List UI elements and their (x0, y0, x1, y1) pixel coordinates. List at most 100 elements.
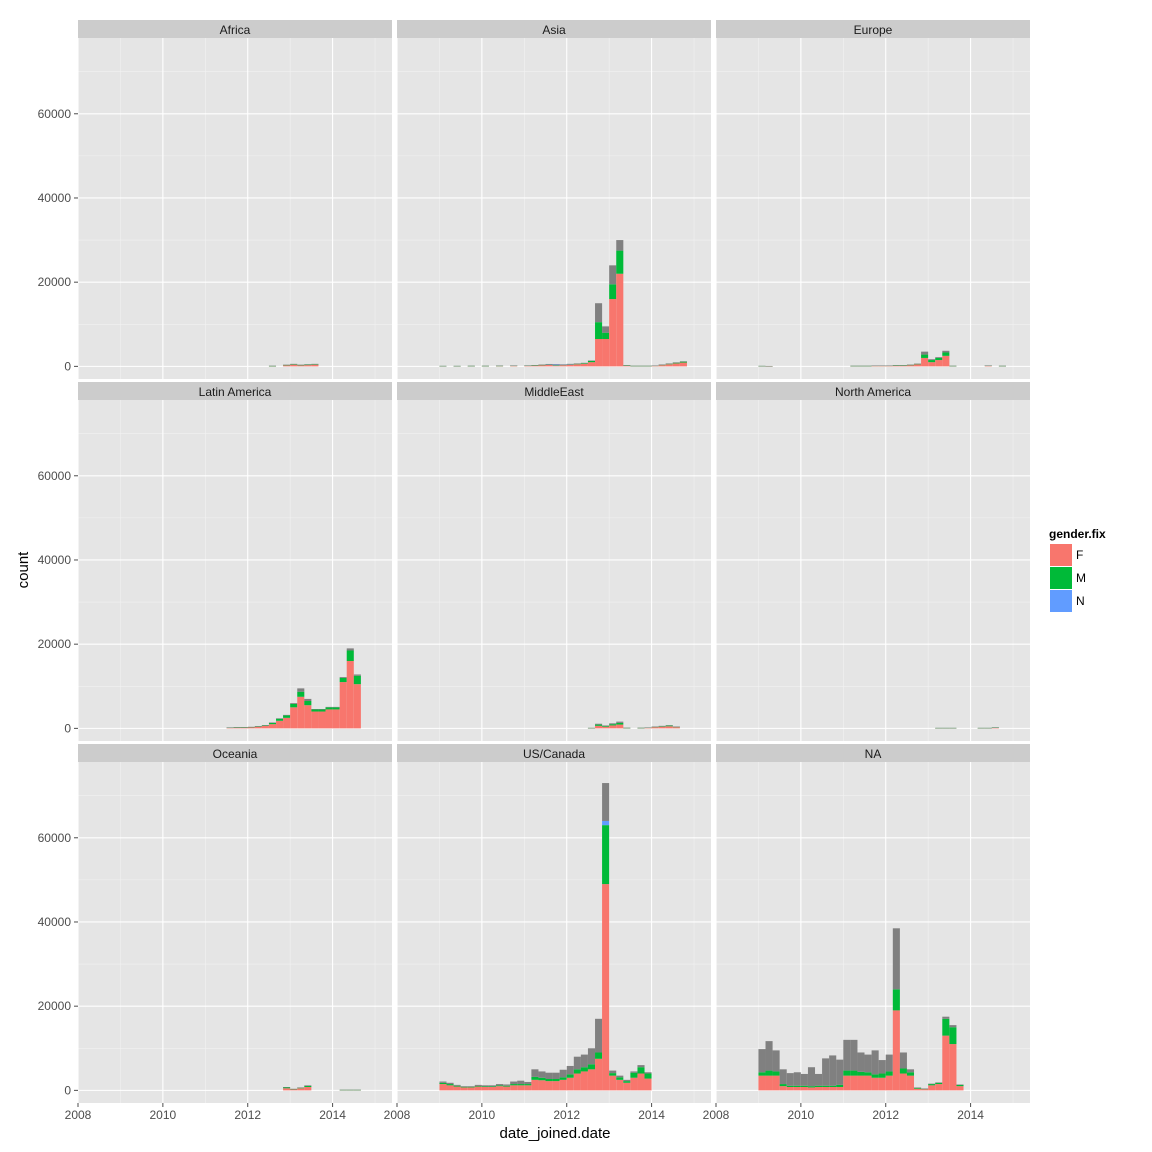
bar-segment-f (807, 1087, 816, 1091)
bar-segment-f (531, 1079, 539, 1091)
bar-segment-na (318, 709, 326, 710)
bar-segment-m (857, 1071, 865, 1076)
bar-segment-na (247, 726, 255, 728)
bar-segment-na (481, 1085, 489, 1087)
strip-label: MiddleEast (524, 385, 584, 399)
bar-segment-f (517, 1085, 525, 1091)
bar-segment-na (914, 1087, 922, 1088)
bar-segment-m (346, 650, 354, 662)
bar-segment-na (467, 1086, 475, 1087)
bar-segment-na (814, 1073, 823, 1086)
bar-segment-f (467, 1087, 475, 1091)
bar-segment-f (573, 1073, 581, 1091)
bar-segment-na (949, 1025, 957, 1028)
bar-segment-na (559, 364, 567, 365)
bar-segment-na (928, 1083, 936, 1085)
bar-segment-na (758, 1049, 766, 1073)
bar-segment-na (290, 703, 298, 704)
bar-segment-m (474, 1085, 482, 1087)
bar-segment-na (892, 928, 900, 990)
bar-segment-m (602, 332, 610, 340)
bar-segment-na (623, 365, 631, 366)
bar-segment-na (545, 1072, 553, 1080)
y-tick-label: 20000 (38, 637, 72, 651)
bar-segment-na (651, 726, 659, 728)
bar-segment-f (928, 1085, 936, 1091)
bar-segment-na (439, 365, 447, 367)
bar-segment-m (814, 1085, 823, 1088)
bar-segment-na (857, 1052, 865, 1072)
bar-segment-m (630, 1072, 638, 1078)
panel-background (78, 400, 392, 741)
bar-segment-m (325, 707, 333, 710)
bar-segment-na (616, 1075, 624, 1078)
legend-label: N (1076, 594, 1085, 608)
bar-segment-na (793, 1072, 801, 1086)
strip-label: US/Canada (523, 747, 585, 761)
bar-segment-m (439, 1082, 447, 1085)
legend-swatch (1050, 567, 1072, 589)
bar-segment-na (921, 1088, 929, 1089)
bar-segment-f (587, 1069, 596, 1091)
bar-segment-f (906, 365, 915, 367)
bar-segment-na (772, 1050, 780, 1072)
panel-asia: Asia (396, 20, 711, 379)
bar-segment-na (942, 727, 950, 729)
bar-segment-f (679, 362, 687, 367)
bar-segment-m (580, 363, 588, 364)
bar-segment-na (254, 726, 262, 727)
bar-segment-na (573, 363, 581, 364)
bar-segment-na (949, 365, 957, 367)
panel-background (78, 762, 392, 1103)
panel-background (716, 38, 1030, 379)
bar-segment-f (871, 1077, 879, 1091)
bar-segment-na (467, 365, 475, 367)
bar-segment-f (793, 1087, 801, 1091)
strip-label: North America (835, 385, 911, 399)
legend-entry-m: M (1050, 567, 1086, 589)
x-tick-label: 2010 (150, 1108, 177, 1122)
bar-segment-f (814, 1087, 823, 1091)
bar-segment-m (283, 1087, 291, 1089)
bar-segment-f (651, 727, 659, 729)
bar-segment-na (836, 1059, 844, 1085)
bar-segment-na (353, 1089, 361, 1091)
bar-segment-na (503, 1084, 511, 1086)
bar-segment-f (339, 682, 347, 729)
bar-segment-f (580, 363, 588, 367)
bar-segment-na (786, 1073, 794, 1086)
bar-segment-na (587, 360, 596, 361)
bar-segment-na (984, 727, 992, 729)
x-tick-label: 2010 (788, 1108, 815, 1122)
bar-segment-m (899, 1068, 907, 1074)
bar-segment-na (864, 1054, 872, 1073)
bar-segment-f (602, 726, 610, 729)
legend-entry-f: F (1050, 544, 1083, 566)
bar-segment-m (297, 1087, 305, 1089)
bar-segment-na (609, 1070, 617, 1074)
bar-segment-f (644, 1078, 652, 1091)
bar-segment-f (587, 362, 596, 367)
facet-panels: Africa 0 20000 40000 60000 Asia Europe Latin Am… (38, 20, 1030, 1122)
x-tick-label: 2014 (319, 1108, 346, 1122)
bar-segment-m (311, 364, 319, 365)
bar-segment-na (935, 1082, 943, 1083)
panel-middleeast: MiddleEast (396, 382, 711, 741)
bar-segment-f (665, 364, 673, 367)
bar-segment-na (453, 1084, 461, 1086)
strip-label: Latin America (199, 385, 272, 399)
bar-segment-f (290, 1089, 298, 1091)
bar-segment-na (524, 1081, 532, 1085)
bar-segment-na (283, 1087, 291, 1088)
bar-segment-m (304, 364, 312, 366)
y-axis-title: count (15, 551, 32, 589)
bar-segment-m (644, 1073, 652, 1079)
bar-segment-m (595, 322, 603, 340)
bar-segment-na (495, 365, 504, 367)
bar-segment-m (510, 1084, 518, 1086)
bar-segment-na (977, 727, 985, 729)
bar-segment-na (346, 648, 354, 651)
bar-segment-na (559, 1069, 567, 1078)
legend-swatch (1050, 590, 1072, 612)
bar-segment-m (672, 362, 680, 364)
